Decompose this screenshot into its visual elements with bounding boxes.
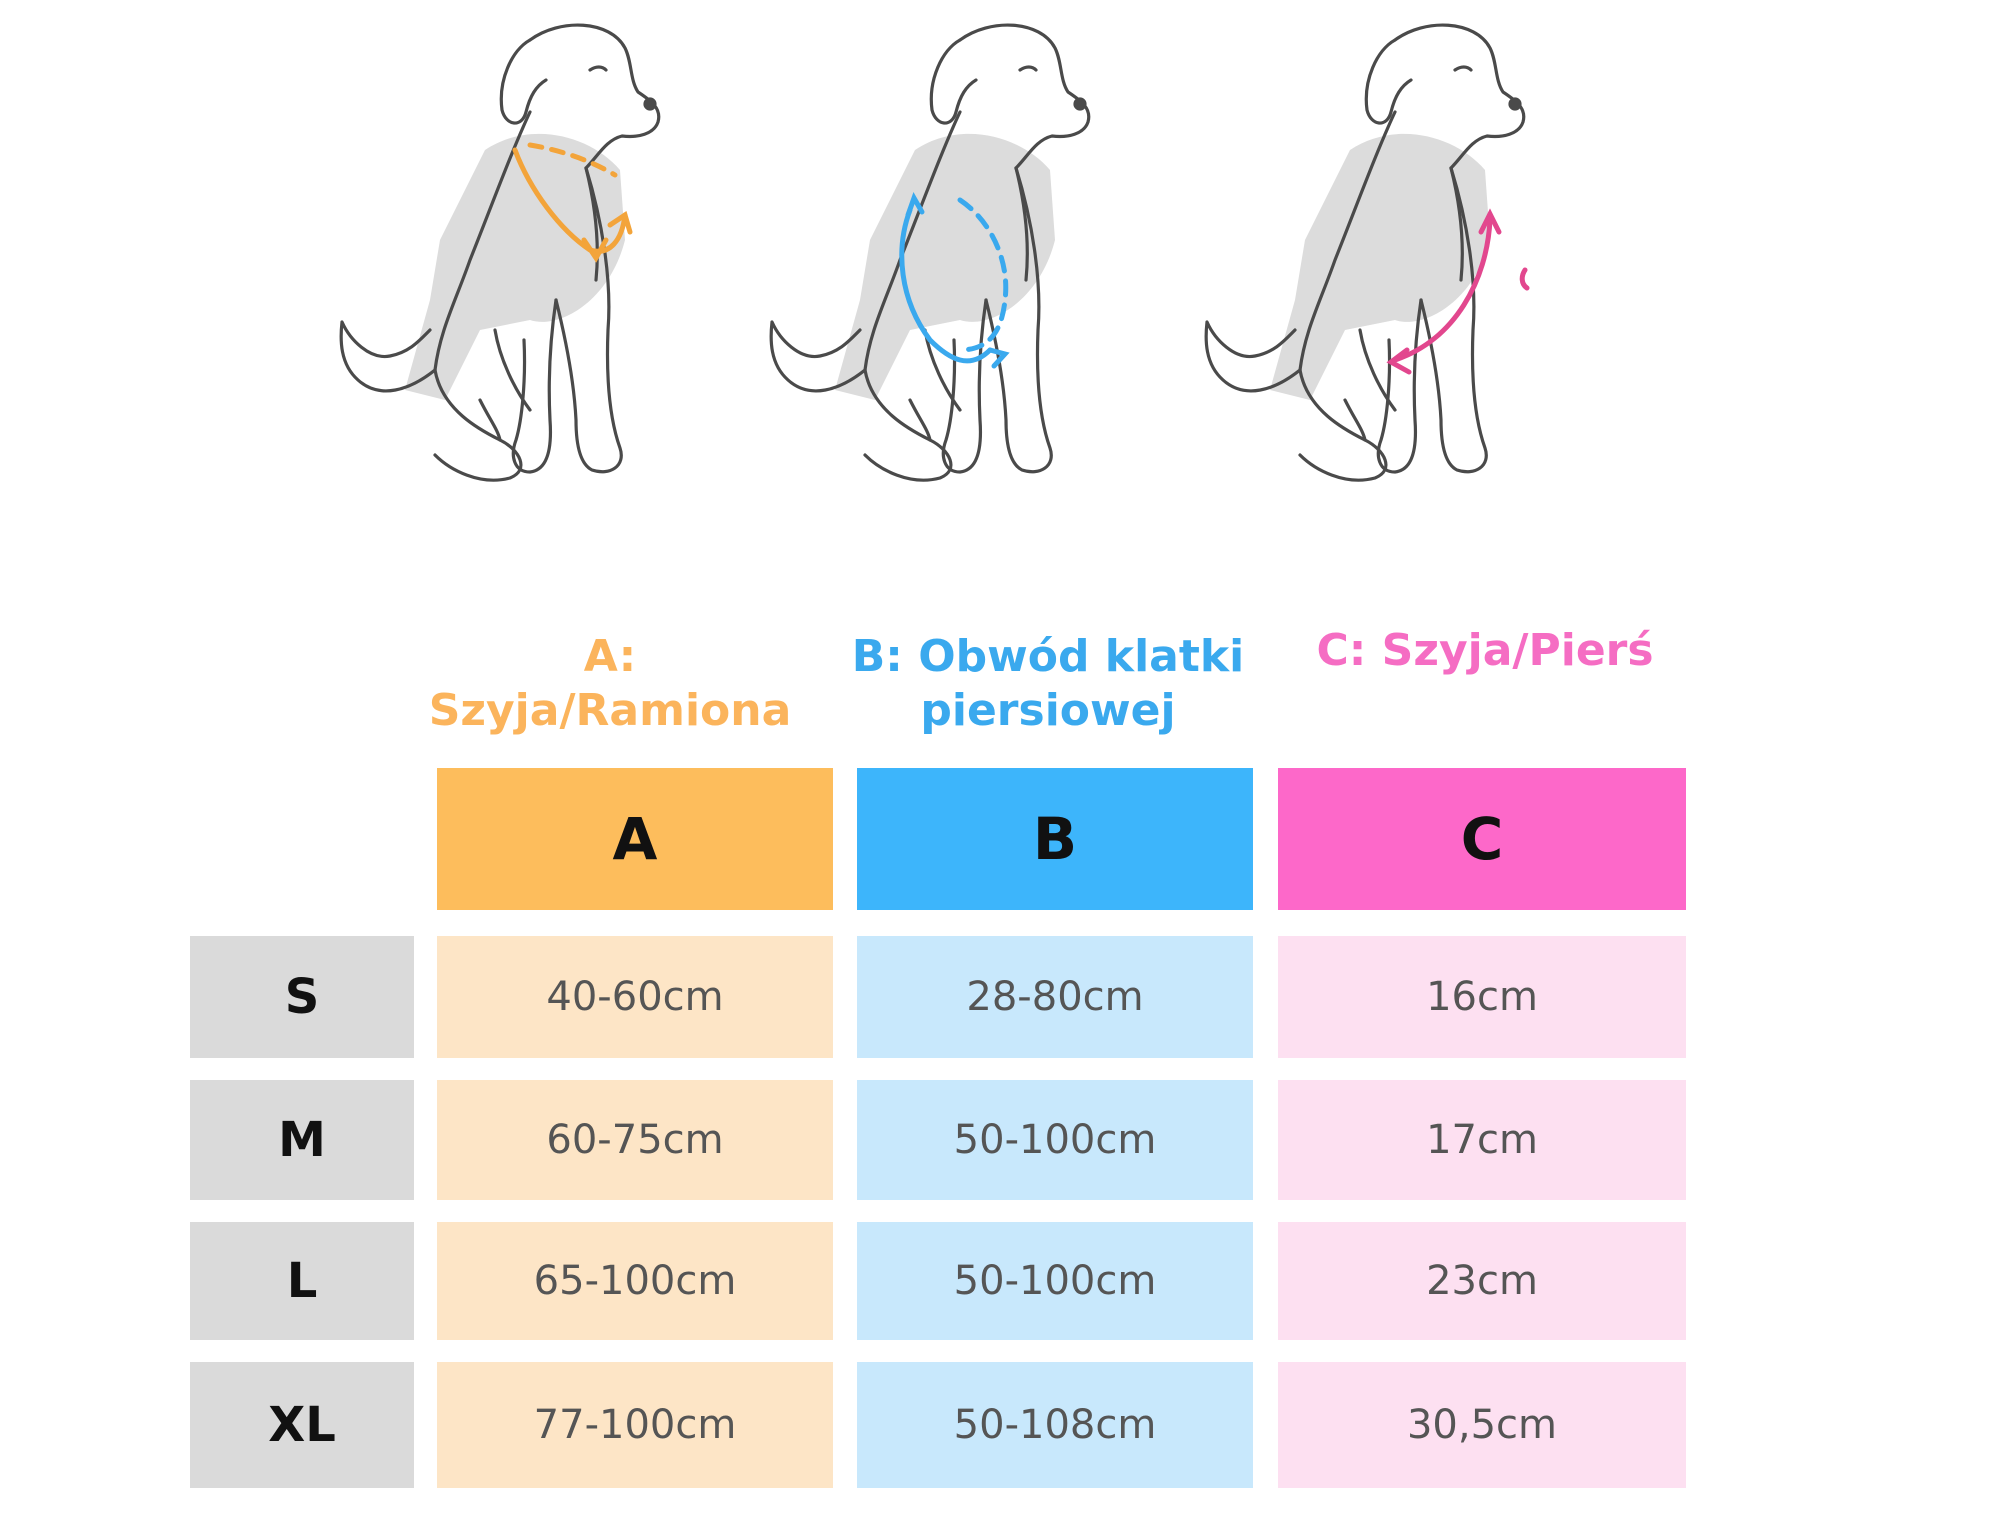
- cell-l-b: 50-100cm: [857, 1222, 1253, 1340]
- cell-s-c: 16cm: [1278, 936, 1686, 1058]
- header-b: B: [857, 768, 1253, 910]
- cell-xl-c: 30,5cm: [1278, 1362, 1686, 1488]
- dog-neck-shoulders-illustration: [339, 23, 661, 482]
- cell-m-b: 50-100cm: [857, 1080, 1253, 1200]
- caption-chest-girth-line1: B: Obwód klatki: [851, 631, 1245, 682]
- caption-chest-girth: B: Obwód klatki piersiowej: [848, 630, 1248, 738]
- caption-chest-girth-line2: piersiowej: [920, 685, 1176, 736]
- cell-l-a: 65-100cm: [437, 1222, 833, 1340]
- cell-m-c: 17cm: [1278, 1080, 1686, 1200]
- cell-xl-a: 77-100cm: [437, 1362, 833, 1488]
- dog-neck-chest-illustration: [1204, 23, 1530, 482]
- cell-xl-b: 50-108cm: [857, 1362, 1253, 1488]
- size-label-xl: XL: [190, 1362, 414, 1488]
- dog-illustrations: [339, 23, 1530, 482]
- size-label-l: L: [190, 1222, 414, 1340]
- caption-neck-chest: C: Szyja/Pierś: [1316, 625, 1654, 676]
- cell-m-a: 60-75cm: [437, 1080, 833, 1200]
- size-label-m: M: [190, 1080, 414, 1200]
- size-label-s: S: [190, 936, 414, 1058]
- header-c: C: [1278, 768, 1686, 910]
- header-a: A: [437, 768, 833, 910]
- cell-s-b: 28-80cm: [857, 936, 1253, 1058]
- cell-s-a: 40-60cm: [437, 936, 833, 1058]
- caption-neck-shoulders: A: Szyja/Ramiona: [428, 631, 792, 736]
- cell-l-c: 23cm: [1278, 1222, 1686, 1340]
- dog-chest-girth-illustration: [769, 23, 1091, 482]
